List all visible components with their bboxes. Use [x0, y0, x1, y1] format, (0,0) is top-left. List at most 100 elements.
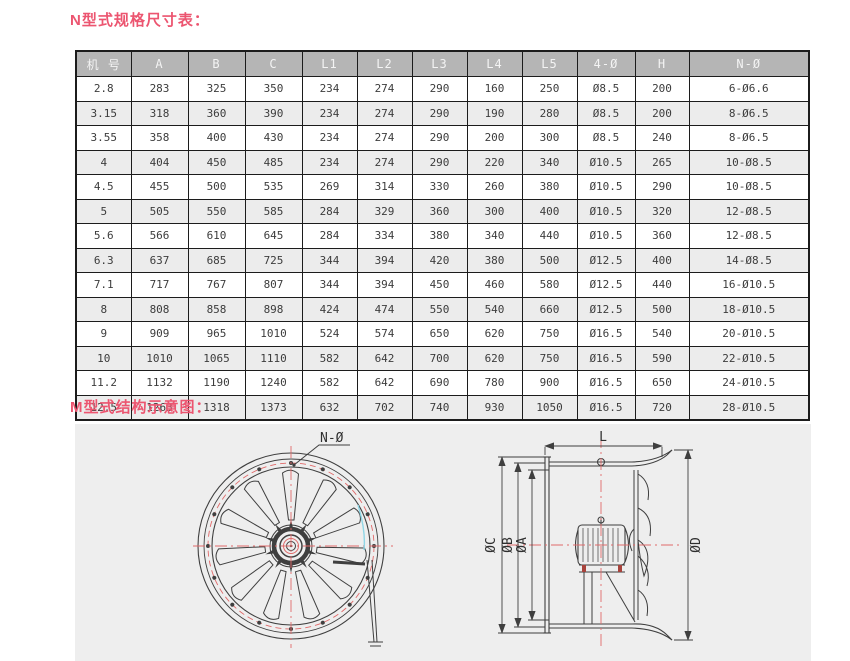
table-cell: 290 [411, 125, 468, 151]
table-cell: 14-Ø8.5 [688, 247, 810, 273]
table-cell: 280 [521, 100, 578, 126]
table-row: 6.3 637 685 725 344 394 420 380 500 Ø12.5 400 14-Ø8… [75, 247, 810, 273]
table-cell: 440 [634, 272, 690, 298]
table-cell: 12-Ø8.5 [688, 223, 810, 249]
table-cell: Ø16.5 [576, 321, 636, 347]
table-cell: 28-Ø10.5 [688, 394, 810, 421]
dim-label-dia-d: ØD [689, 537, 704, 553]
table-cell: 24-Ø10.5 [688, 370, 810, 396]
front-label-leader [292, 444, 350, 467]
table-row: 8 808 858 898 424 474 550 540 660 Ø12.5 500 18-Ø10.… [75, 296, 810, 322]
table-cell: 690 [411, 370, 468, 396]
table-cell: Ø16.5 [576, 370, 636, 396]
table-cell: 650 [634, 370, 690, 396]
table-cell: 12-Ø8.5 [688, 198, 810, 224]
table-cell: 8-Ø6.5 [688, 125, 810, 151]
table-cell: 250 [521, 76, 578, 102]
table-cell: 700 [411, 345, 468, 371]
table-row: 5 505 550 585 284 329 360 300 400 Ø10.5 320 12-Ø8.5 [75, 198, 810, 224]
table-cell: Ø10.5 [576, 223, 636, 249]
table-cell: 358 [130, 125, 189, 151]
table-cell: 274 [356, 125, 413, 151]
table-cell: 1132 [130, 370, 189, 396]
table-cell: Ø10.5 [576, 149, 636, 175]
table-cell: 274 [356, 76, 413, 102]
table-cell: 566 [130, 223, 189, 249]
table-cell: 394 [356, 272, 413, 298]
table-cell: Ø10.5 [576, 198, 636, 224]
motor-bolt [582, 565, 586, 572]
table-cell: 380 [466, 247, 523, 273]
table-cell: 725 [244, 247, 303, 273]
table-cell: 540 [466, 296, 523, 322]
dim-dia-c [498, 456, 543, 634]
fan-front-view: N-Ø [193, 431, 393, 648]
table-cell: 314 [356, 174, 413, 200]
table-cell: 717 [130, 272, 189, 298]
table-cell: 642 [356, 345, 413, 371]
dim-dia-a [528, 469, 549, 621]
table-cell: 1240 [244, 370, 303, 396]
table-cell: 234 [301, 76, 358, 102]
fan-side-view: L ØC ØB ØA [484, 430, 704, 650]
diagram-panel: N-Ø [75, 424, 811, 661]
table-cell: 1010 [130, 345, 189, 371]
dim-label-dia-b: ØB [501, 537, 516, 553]
table-cell: 360 [187, 100, 246, 126]
table-cell: 11.2 [75, 370, 132, 396]
table-cell: 190 [466, 100, 523, 126]
table-row: 3.15 318 360 390 234 274 290 190 280 Ø8.5 200 8-Ø6.… [75, 100, 810, 126]
table-cell: 808 [130, 296, 189, 322]
table-cell: 702 [356, 394, 413, 421]
table-cell: 234 [301, 125, 358, 151]
column-header: L1 [301, 50, 358, 77]
table-cell: 283 [130, 76, 189, 102]
table-cell: 4.5 [75, 174, 132, 200]
table-cell: 300 [466, 198, 523, 224]
table-cell: 660 [521, 296, 578, 322]
table-cell: Ø16.5 [576, 345, 636, 371]
motor [574, 516, 630, 573]
table-cell: 780 [466, 370, 523, 396]
table-cell: 6-Ø6.6 [688, 76, 810, 102]
table-cell: 22-Ø10.5 [688, 345, 810, 371]
table-cell: 380 [411, 223, 468, 249]
table-cell: 284 [301, 223, 358, 249]
m-type-diagram-title: M型式结构示意图： [70, 399, 212, 416]
table-cell: 1373 [244, 394, 303, 421]
table-cell: 3.55 [75, 125, 132, 151]
table-cell: 535 [244, 174, 303, 200]
table-cell: 965 [187, 321, 246, 347]
table-cell: 450 [411, 272, 468, 298]
table-cell: 8-Ø6.5 [688, 100, 810, 126]
table-cell: 900 [521, 370, 578, 396]
table-cell: 400 [634, 247, 690, 273]
table-cell: 500 [521, 247, 578, 273]
table-row: 4.5 455 500 535 269 314 330 260 380 Ø10.5 290 10-Ø8… [75, 174, 810, 200]
table-cell: 590 [634, 345, 690, 371]
table-cell: 524 [301, 321, 358, 347]
table-cell: 18-Ø10.5 [688, 296, 810, 322]
table-cell: 284 [301, 198, 358, 224]
table-cell: 1318 [187, 394, 246, 421]
dim-label-dia-c: ØC [484, 537, 499, 553]
table-cell: 485 [244, 149, 303, 175]
table-cell: 200 [466, 125, 523, 151]
table-cell: 685 [187, 247, 246, 273]
motor-bolt [618, 565, 622, 572]
column-header: L5 [521, 50, 578, 77]
table-cell: 474 [356, 296, 413, 322]
table-cell: 2.8 [75, 76, 132, 102]
table-body: 2.8 283 325 350 234 274 290 160 250 Ø8.5 200 6-Ø6.6… [75, 76, 810, 421]
table-cell: 858 [187, 296, 246, 322]
table-cell: 16-Ø10.5 [688, 272, 810, 298]
table-cell: 720 [634, 394, 690, 421]
table-cell: 637 [130, 247, 189, 273]
column-header: 机 号 [75, 50, 132, 77]
table-cell: 1050 [521, 394, 578, 421]
table-header-row: 机 号 A B C L1 L2 L3 L4 L5 4-Ø H N-Ø [75, 50, 810, 77]
table-cell: 500 [187, 174, 246, 200]
table-cell: 340 [466, 223, 523, 249]
fan-technical-drawing: N-Ø [193, 430, 704, 650]
table-cell: 455 [130, 174, 189, 200]
